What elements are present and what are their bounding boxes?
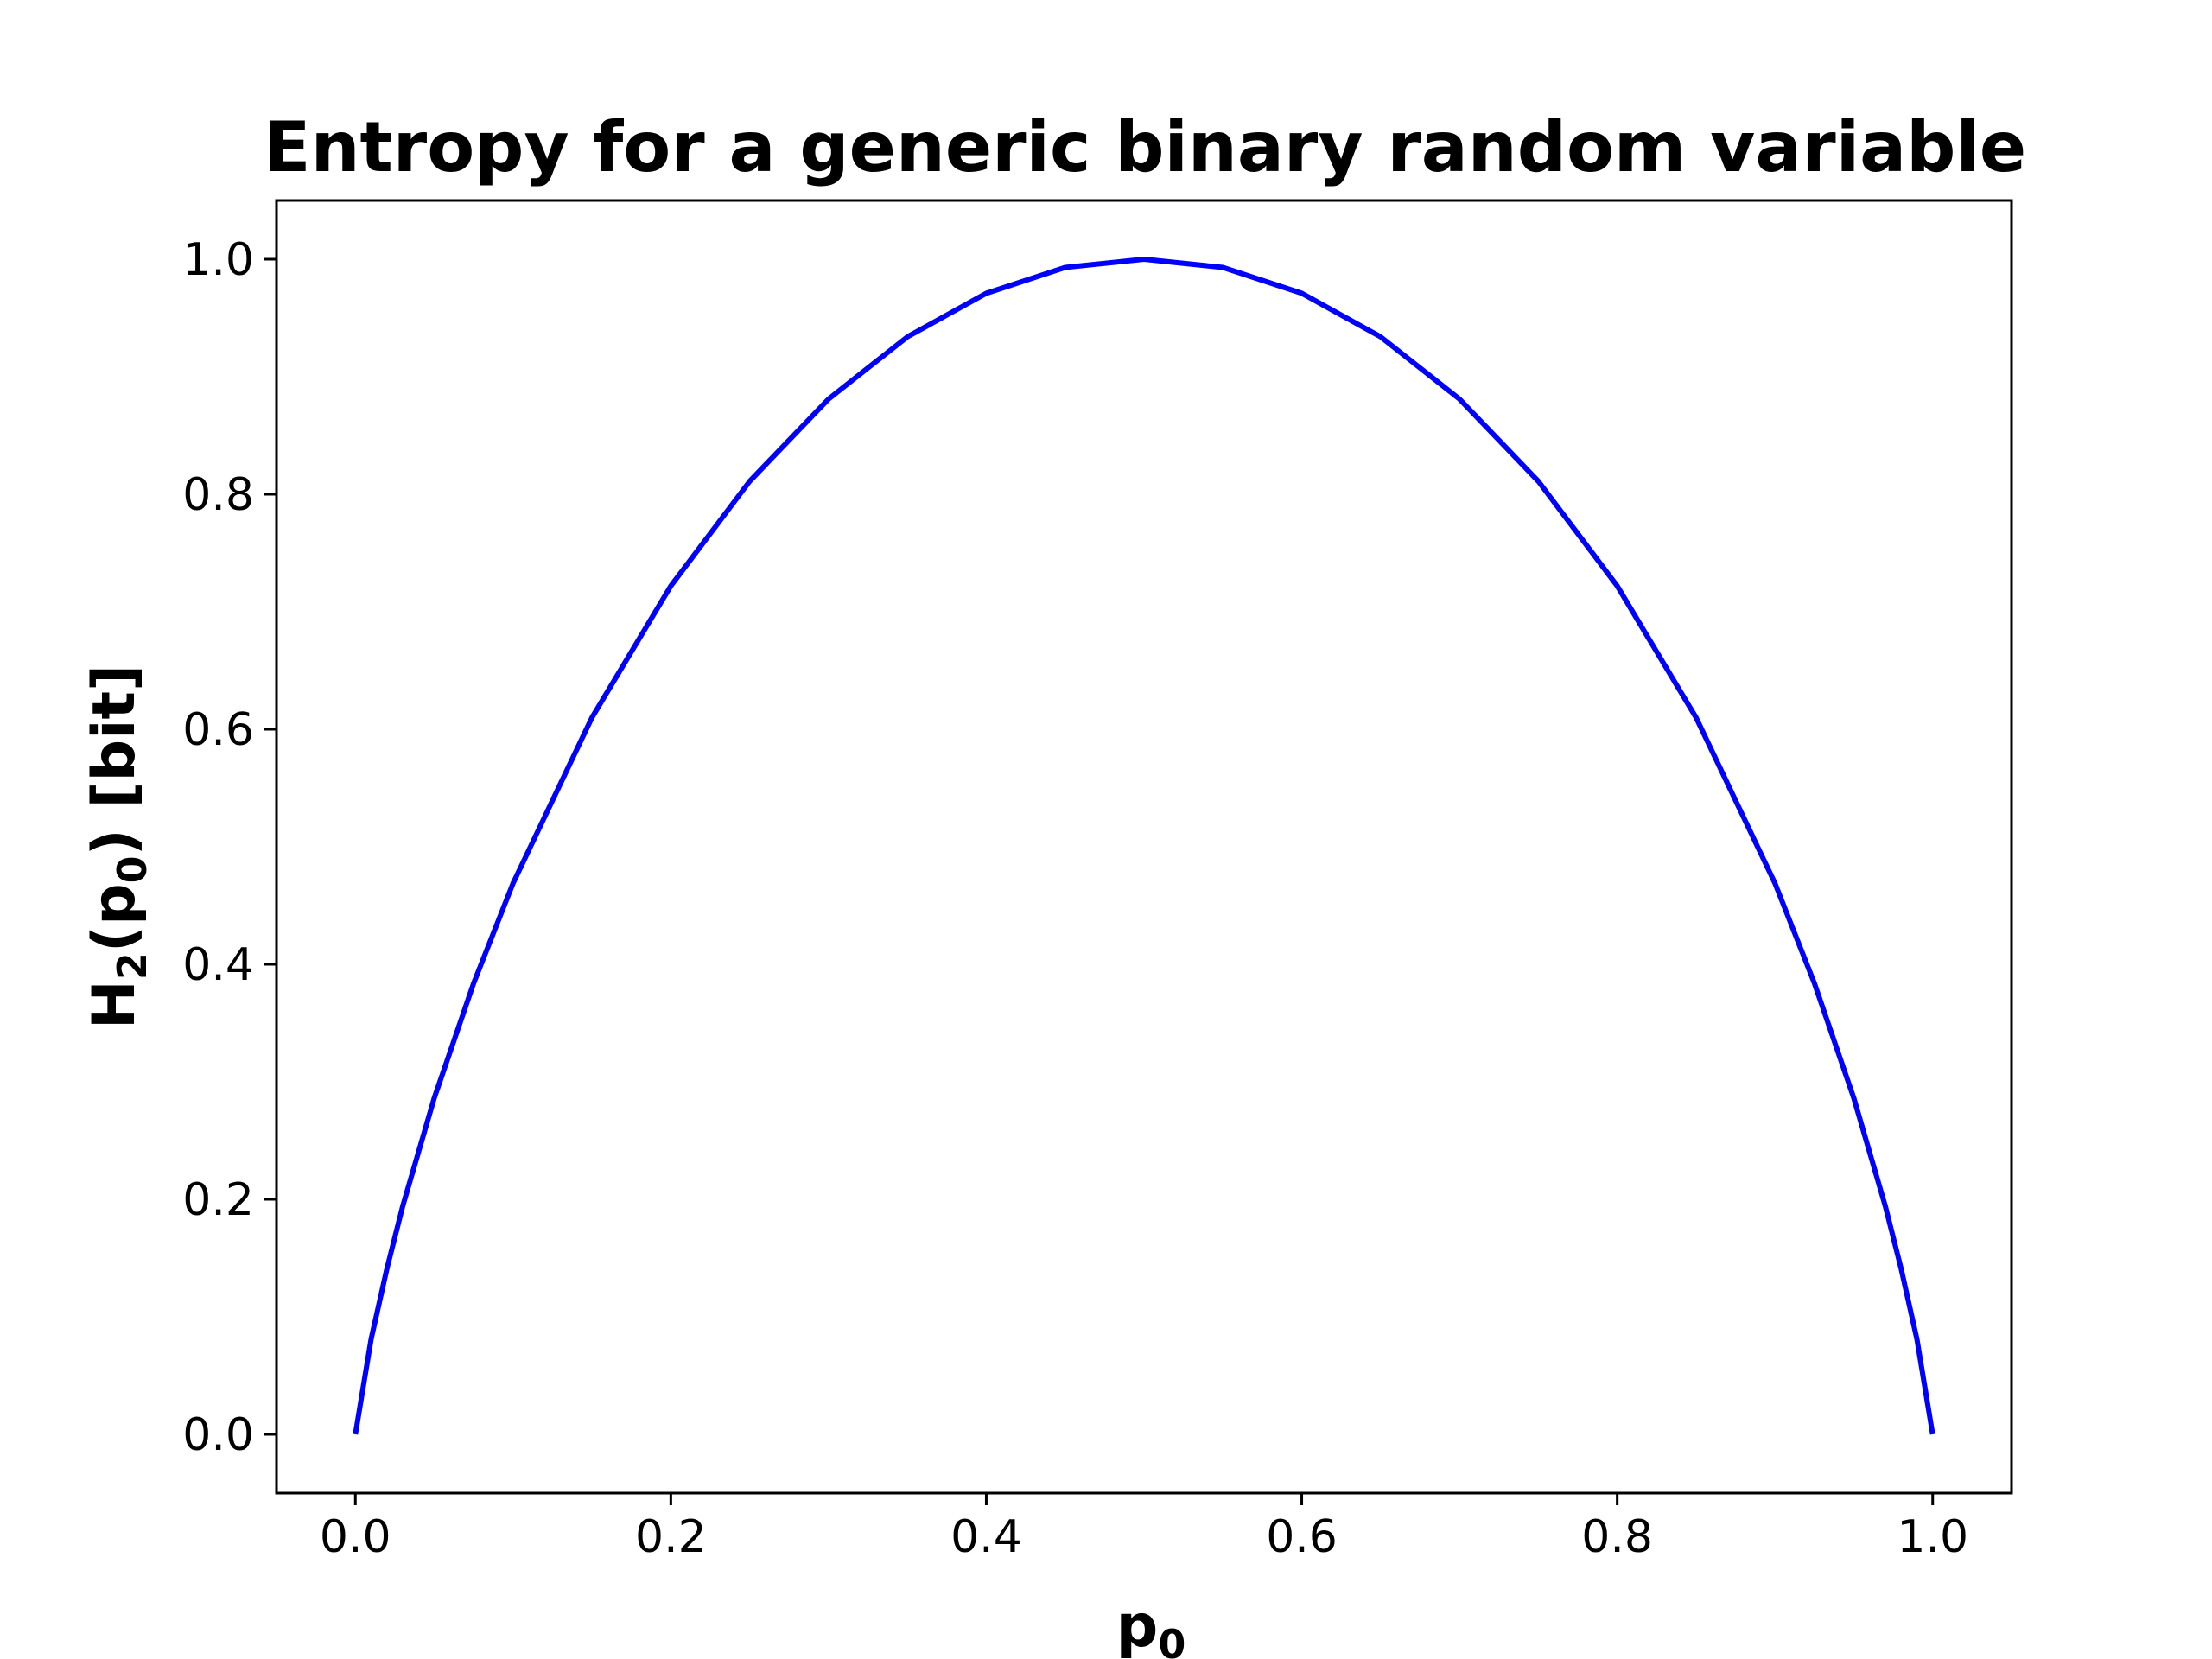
axes-frame [275, 199, 2013, 1495]
x-tick-label: 0.2 [635, 1511, 707, 1563]
y-tick-label: 0.4 [182, 939, 254, 991]
y-axis-label: H2(p0) [bit] [80, 664, 156, 1029]
plot-area: 0.0 0.2 0.4 0.6 0.8 1.0 0.0 0.2 0.4 0.6 0.8 1.0 [182, 199, 2013, 1563]
chart-title: Entropy for a generic binary random vari… [264, 107, 2026, 188]
x-tick-label: 0.8 [1581, 1511, 1653, 1563]
y-axis-label-h-subscript: 2 [109, 952, 156, 980]
y-tick-label: 0.2 [182, 1174, 254, 1226]
y-axis-label-close: ) [bit] [80, 664, 149, 855]
series-line-entropy [353, 257, 1936, 1435]
y-axis-label-open: (p [80, 883, 149, 952]
y-axis-ticks: 0.0 0.2 0.4 0.6 0.8 1.0 [182, 234, 276, 1461]
y-axis-label-h: H [80, 980, 149, 1029]
y-axis-label-p-subscript: 0 [109, 855, 156, 883]
x-axis-label-base: p [1116, 1592, 1159, 1659]
x-tick-label: 0.0 [320, 1511, 391, 1563]
x-axis-label: p0 [1116, 1592, 1186, 1659]
x-axis-ticks: 0.0 0.2 0.4 0.6 0.8 1.0 [320, 1493, 1968, 1563]
y-tick-label: 0.8 [182, 469, 254, 521]
y-tick-label: 0.0 [182, 1409, 254, 1461]
x-tick-label: 1.0 [1897, 1511, 1968, 1563]
x-axis-label-subscript: 0 [1158, 1621, 1185, 1659]
y-tick-label: 1.0 [182, 234, 254, 286]
y-tick-label: 0.6 [182, 704, 254, 756]
x-tick-label: 0.4 [950, 1511, 1022, 1563]
x-tick-label: 0.6 [1266, 1511, 1338, 1563]
